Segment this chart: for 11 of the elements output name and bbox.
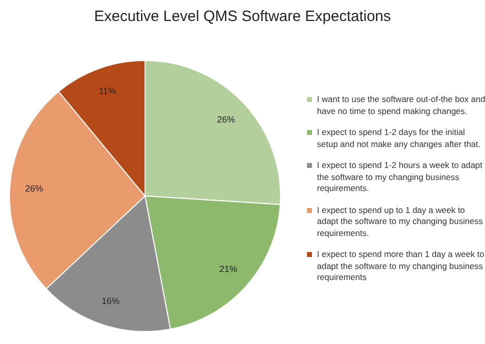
data-label: 16% — [102, 296, 120, 306]
data-label: 26% — [216, 114, 236, 124]
legend-label: I want to use the software out-of-the box and have no time to spend making changes. — [317, 94, 485, 116]
data-label: 26% — [25, 184, 44, 194]
legend-label: I expect to spend 1-2 days for the initial setup and not make any changes after that. — [317, 127, 480, 148]
legend-label: I expect to spend more than 1 day a week to adapt the software to my changing business requirements — [317, 249, 484, 282]
chart-title: Executive Level QMS Software Expectations — [93, 8, 392, 25]
legend-label: I expect to spend up to 1 day a week to adapt the software to my changing business requirements. — [317, 204, 483, 238]
data-label: 21% — [219, 264, 238, 274]
data-label: 11% — [98, 86, 116, 96]
legend-label: I expect to spend 1-2 hours a week to adapt the software to my changing business requirements. — [317, 160, 482, 193]
